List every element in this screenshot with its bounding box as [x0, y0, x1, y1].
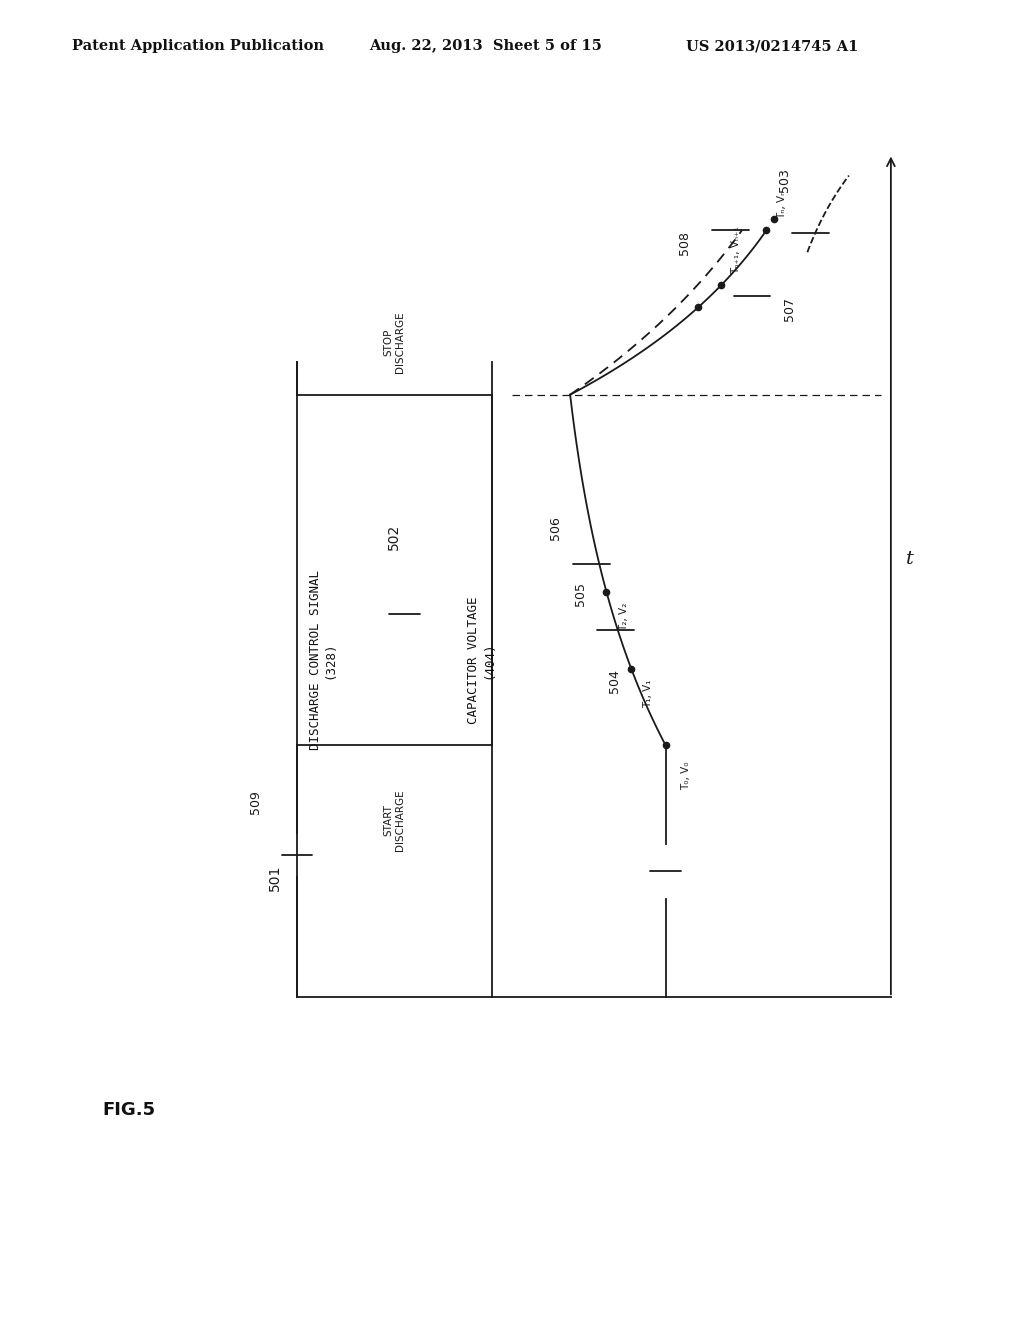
- Text: 507: 507: [782, 297, 796, 321]
- Text: 504: 504: [608, 669, 621, 693]
- Text: T₀, V₀: T₀, V₀: [681, 762, 691, 791]
- Text: 506: 506: [549, 516, 562, 540]
- Text: 502: 502: [387, 524, 401, 550]
- Text: START
DISCHARGE: START DISCHARGE: [383, 789, 406, 850]
- Text: DISCHARGE CONTROL SIGNAL
(328): DISCHARGE CONTROL SIGNAL (328): [308, 570, 337, 750]
- Text: 509: 509: [250, 791, 262, 814]
- Text: T₁, V₁: T₁, V₁: [643, 680, 653, 708]
- Text: Aug. 22, 2013  Sheet 5 of 15: Aug. 22, 2013 Sheet 5 of 15: [369, 40, 601, 53]
- Text: 501: 501: [267, 865, 282, 891]
- Text: FIG.5: FIG.5: [102, 1101, 156, 1119]
- Text: 505: 505: [573, 582, 587, 606]
- Text: T₂, V₂: T₂, V₂: [618, 603, 629, 631]
- Text: Tₙ, Vₙ: Tₙ, Vₙ: [776, 191, 786, 219]
- Text: US 2013/0214745 A1: US 2013/0214745 A1: [686, 40, 858, 53]
- Text: CAPACITOR VOLTAGE
(404): CAPACITOR VOLTAGE (404): [467, 597, 496, 723]
- Text: Tₙ₊₁, Vₙ₊₁: Tₙ₊₁, Vₙ₊₁: [731, 227, 741, 275]
- Text: 503: 503: [778, 168, 792, 191]
- Text: Patent Application Publication: Patent Application Publication: [72, 40, 324, 53]
- Text: STOP
DISCHARGE: STOP DISCHARGE: [383, 312, 406, 372]
- Text: t: t: [906, 550, 914, 568]
- Text: 508: 508: [678, 231, 691, 255]
